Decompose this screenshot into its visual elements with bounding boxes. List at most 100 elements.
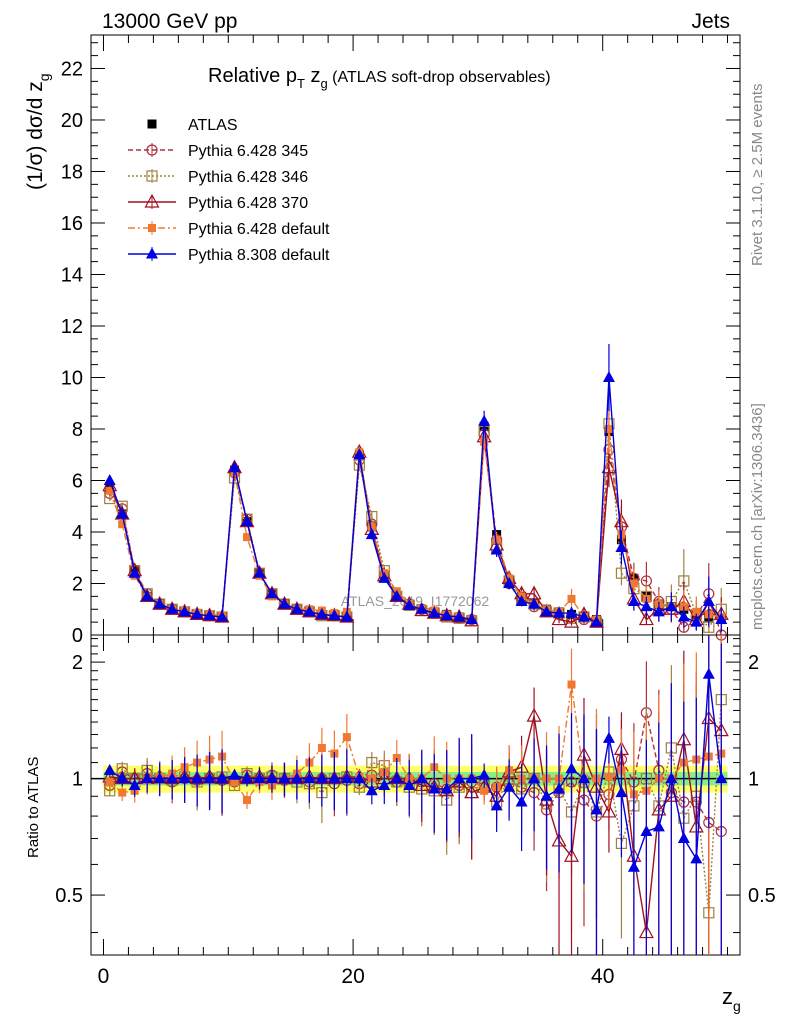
data-point	[265, 772, 278, 784]
legend-marker	[147, 119, 157, 129]
data-point	[590, 803, 603, 815]
ratio-y-tick-label-right: 2	[748, 652, 759, 674]
data-point	[478, 414, 491, 426]
main-y-tick-label: 8	[72, 419, 83, 441]
data-point	[601, 459, 617, 474]
series-line	[109, 377, 722, 624]
data-point	[228, 461, 241, 473]
data-point	[118, 788, 127, 797]
data-point	[577, 610, 590, 622]
data-point	[403, 598, 416, 610]
legend-label: ATLAS	[188, 117, 238, 134]
data-point	[378, 778, 391, 790]
data-point	[553, 782, 566, 794]
main-y-tick-label: 20	[61, 110, 83, 132]
data-point	[652, 820, 665, 832]
legend-label: Pythia 6.428 346	[188, 169, 308, 186]
data-point	[128, 778, 141, 790]
data-point	[116, 507, 129, 519]
series-line	[109, 715, 722, 933]
data-point	[528, 772, 541, 784]
data-point	[228, 768, 241, 780]
data-point	[492, 535, 501, 544]
data-point	[638, 611, 654, 626]
data-point	[230, 777, 239, 786]
series-line	[109, 428, 722, 621]
data-point	[203, 772, 216, 784]
data-point	[278, 772, 291, 784]
data-point	[303, 605, 316, 617]
data-point	[317, 743, 326, 752]
data-point	[353, 772, 366, 784]
data-point	[243, 796, 252, 805]
data-point	[191, 607, 204, 619]
data-point	[615, 786, 628, 798]
main-y-tick-label: 22	[61, 58, 83, 80]
data-point	[665, 600, 678, 612]
y-axis-label: (1/σ) dσ/d zg	[24, 73, 52, 190]
data-point	[365, 784, 378, 796]
legend-marker	[144, 193, 160, 208]
data-point	[503, 576, 516, 588]
ratio-series	[102, 635, 729, 955]
data-point	[453, 772, 466, 784]
data-point	[665, 772, 678, 784]
x-tick-label: 20	[341, 965, 364, 988]
data-point	[114, 505, 130, 520]
legend-entry-atlas: ATLAS	[147, 117, 238, 134]
data-point	[615, 567, 628, 579]
data-point	[428, 782, 441, 794]
data-point	[303, 772, 316, 784]
data-point	[615, 540, 628, 552]
data-point	[690, 852, 703, 864]
data-point	[551, 611, 567, 626]
legend-label: Pythia 6.428 370	[188, 195, 308, 212]
data-point	[565, 762, 578, 774]
data-point	[465, 613, 478, 625]
series-pythia-6-428-345	[104, 661, 727, 955]
legend-marker	[146, 144, 158, 156]
data-point	[428, 606, 441, 618]
data-point	[390, 772, 403, 784]
legend-entry-py346: Pythia 6.428 346	[128, 169, 308, 186]
main-y-tick-label: 2	[72, 573, 83, 595]
data-point	[440, 609, 453, 621]
data-point	[340, 772, 353, 784]
data-point	[153, 772, 166, 784]
legend-marker	[148, 224, 156, 232]
ratio-panel-frame	[90, 634, 741, 956]
data-point	[166, 602, 179, 614]
data-point	[540, 789, 553, 801]
header-energy: 13000 GeV pp	[102, 10, 237, 33]
data-point	[604, 424, 613, 433]
ratio-y-tick-label-right: 0.5	[748, 885, 776, 907]
legend-label: Pythia 6.428 default	[188, 221, 330, 238]
data-point	[601, 803, 617, 818]
data-point	[490, 543, 503, 555]
main-y-tick-label: 14	[61, 264, 83, 286]
data-point	[389, 588, 405, 602]
data-point	[640, 600, 653, 612]
data-point	[577, 772, 590, 784]
data-point	[453, 610, 466, 622]
data-point	[290, 602, 303, 614]
legend-entry-py370: Pythia 6.428 370	[128, 193, 308, 212]
data-point	[243, 533, 252, 542]
data-point	[564, 613, 580, 628]
data-point	[604, 772, 613, 781]
data-point	[340, 610, 353, 622]
rivet-label: Rivet 3.1.10, ≥ 2.5M events	[749, 84, 766, 267]
data-point	[216, 772, 229, 784]
legend-entry-py8: Pythia 8.308 default	[128, 247, 330, 264]
data-point	[702, 595, 715, 607]
legend-label: Pythia 8.308 default	[188, 247, 330, 264]
data-point	[526, 707, 542, 722]
legend-entry-py345: Pythia 6.428 345	[128, 143, 308, 160]
data-point	[515, 595, 528, 607]
data-point	[141, 589, 154, 601]
data-point	[553, 606, 566, 618]
data-point	[253, 566, 266, 578]
data-point	[692, 607, 701, 616]
